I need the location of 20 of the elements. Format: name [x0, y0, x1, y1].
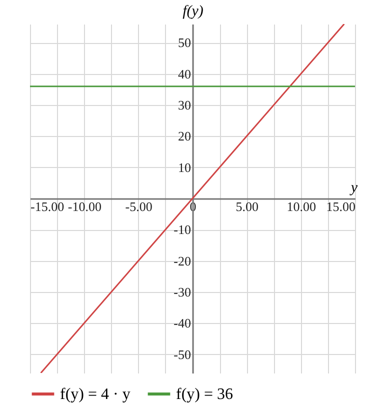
x-tick-label: 5.00 [236, 199, 259, 214]
y-tick-label: 20 [178, 128, 191, 144]
legend-label: f(y) = 36 [176, 386, 234, 403]
y-tick-label: -30 [174, 284, 191, 300]
y-tick-label: 10 [178, 160, 191, 175]
legend-label: f(y) = 4 · y [60, 386, 130, 403]
y-tick-label: -50 [174, 346, 191, 362]
y-tick-label: 30 [178, 98, 191, 113]
y-tick-label: -20 [174, 253, 191, 268]
y-tick-label: -10 [174, 222, 191, 238]
y-axis-title: f(y) [182, 4, 204, 20]
x-tick-label: -5.00 [125, 199, 152, 214]
x-tick-label: 10.00 [286, 199, 316, 214]
x-axis-title: y [348, 180, 358, 196]
x-tick-label: 15.00 [326, 199, 356, 214]
y-tick-label: 50 [178, 35, 191, 50]
y-tick-label: -40 [174, 316, 191, 331]
y-tick-label: 40 [178, 66, 191, 82]
x-tick-label: -15.00 [30, 199, 64, 214]
x-tick-label: -10.00 [68, 199, 102, 214]
